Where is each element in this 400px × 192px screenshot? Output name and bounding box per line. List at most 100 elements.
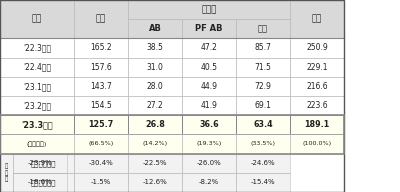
Bar bbox=[128, 58, 182, 77]
Bar bbox=[290, 96, 344, 115]
Text: 125.7: 125.7 bbox=[88, 120, 114, 129]
Bar bbox=[128, 58, 182, 77]
Bar bbox=[128, 173, 182, 192]
Text: 27.2: 27.2 bbox=[147, 101, 163, 110]
Bar bbox=[236, 96, 290, 115]
Text: 216.6: 216.6 bbox=[306, 82, 328, 91]
Bar bbox=[290, 58, 344, 77]
Bar bbox=[236, 58, 290, 77]
Bar bbox=[182, 154, 236, 173]
Bar bbox=[0, 115, 74, 134]
Bar bbox=[182, 115, 236, 134]
Bar bbox=[128, 19, 182, 38]
Text: -24.6%: -24.6% bbox=[251, 160, 275, 166]
Bar bbox=[0, 0, 74, 38]
Text: -26.0%: -26.0% bbox=[197, 160, 221, 166]
Text: (14.2%): (14.2%) bbox=[142, 142, 168, 146]
Bar bbox=[128, 38, 182, 58]
Bar bbox=[290, 0, 344, 38]
Bar bbox=[128, 134, 182, 154]
Bar bbox=[182, 154, 236, 173]
Bar bbox=[290, 38, 344, 58]
Bar bbox=[128, 96, 182, 115]
Text: (발행비율): (발행비율) bbox=[27, 141, 47, 147]
Bar bbox=[74, 77, 128, 96]
Bar bbox=[290, 77, 344, 96]
Text: -22.5%: -22.5% bbox=[143, 160, 167, 166]
Bar bbox=[13, 154, 67, 173]
Text: 223.6: 223.6 bbox=[306, 101, 328, 110]
Bar bbox=[13, 154, 74, 173]
Bar bbox=[182, 96, 236, 115]
Bar bbox=[128, 38, 182, 58]
Bar bbox=[0, 77, 74, 96]
Text: 구분: 구분 bbox=[32, 15, 42, 24]
Text: 유동화: 유동화 bbox=[201, 5, 217, 14]
Text: 165.2: 165.2 bbox=[90, 44, 112, 52]
Bar bbox=[13, 173, 74, 192]
Bar bbox=[74, 0, 128, 38]
Text: 직전분기대비: 직전분기대비 bbox=[31, 179, 56, 186]
Bar bbox=[236, 134, 290, 154]
Text: 229.1: 229.1 bbox=[306, 63, 328, 72]
Bar bbox=[0, 115, 74, 134]
Bar bbox=[128, 173, 182, 192]
Bar bbox=[182, 19, 236, 38]
Bar bbox=[74, 38, 128, 58]
Text: -8.2%: -8.2% bbox=[199, 179, 219, 185]
Bar bbox=[236, 134, 290, 154]
Text: '23.1분기: '23.1분기 bbox=[23, 82, 51, 91]
Bar bbox=[182, 38, 236, 58]
Bar bbox=[13, 154, 74, 173]
Text: 71.5: 71.5 bbox=[254, 63, 272, 72]
Bar bbox=[0, 58, 74, 77]
Bar bbox=[128, 134, 182, 154]
Text: (100.0%): (100.0%) bbox=[302, 142, 332, 146]
Text: -23.9%: -23.9% bbox=[28, 160, 52, 166]
Bar bbox=[128, 154, 182, 173]
Text: 250.9: 250.9 bbox=[306, 44, 328, 52]
Bar bbox=[74, 115, 128, 134]
Bar bbox=[182, 38, 236, 58]
Bar bbox=[0, 38, 74, 58]
Bar bbox=[74, 58, 128, 77]
Bar bbox=[182, 173, 236, 192]
Bar bbox=[74, 96, 128, 115]
Bar bbox=[13, 173, 74, 192]
Bar bbox=[128, 0, 290, 19]
Text: '22.4분기: '22.4분기 bbox=[23, 63, 51, 72]
Bar bbox=[74, 134, 128, 154]
Text: 31.0: 31.0 bbox=[146, 63, 164, 72]
Bar bbox=[290, 134, 344, 154]
Bar bbox=[290, 58, 344, 77]
Bar bbox=[128, 19, 182, 38]
Bar bbox=[236, 96, 290, 115]
Bar bbox=[236, 38, 290, 58]
Bar bbox=[290, 38, 344, 58]
Text: 44.9: 44.9 bbox=[200, 82, 218, 91]
Text: 69.1: 69.1 bbox=[254, 101, 272, 110]
Bar bbox=[74, 134, 128, 154]
Text: (66.5%): (66.5%) bbox=[88, 142, 114, 146]
Bar bbox=[290, 115, 344, 134]
Bar bbox=[0, 134, 74, 154]
Bar bbox=[236, 173, 290, 192]
Text: '23.3분기: '23.3분기 bbox=[21, 120, 53, 129]
Text: 47.2: 47.2 bbox=[200, 44, 218, 52]
Bar bbox=[182, 58, 236, 77]
Bar bbox=[13, 154, 67, 173]
Bar bbox=[236, 173, 290, 192]
Bar bbox=[0, 96, 74, 115]
Bar bbox=[74, 173, 128, 192]
Bar bbox=[290, 77, 344, 96]
Bar bbox=[74, 0, 128, 38]
Bar bbox=[182, 96, 236, 115]
Bar bbox=[236, 154, 290, 173]
Bar bbox=[236, 38, 290, 58]
Bar bbox=[128, 77, 182, 96]
Text: 40.5: 40.5 bbox=[200, 63, 218, 72]
Text: -15.4%: -15.4% bbox=[251, 179, 275, 185]
Text: AB: AB bbox=[148, 24, 162, 33]
Bar bbox=[74, 38, 128, 58]
Bar bbox=[290, 134, 344, 154]
